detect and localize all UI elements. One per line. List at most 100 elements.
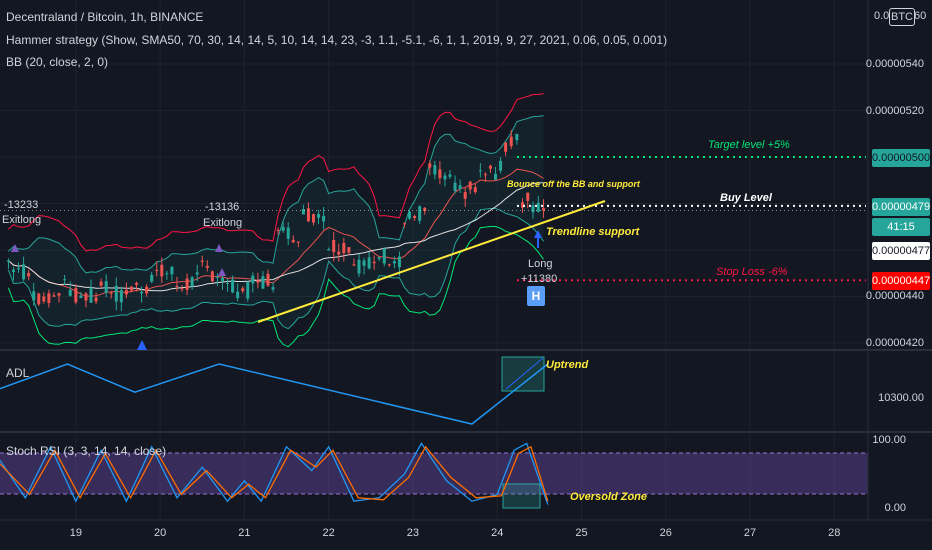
candle-body: [119, 290, 123, 303]
candle-body: [124, 290, 128, 295]
candle-body: [281, 226, 285, 231]
candle-body: [94, 297, 98, 302]
candle-body: [185, 278, 189, 290]
uptrend-label: Uptrend: [546, 359, 589, 371]
stoch-rsi-series-2: [0, 445, 549, 502]
target-level-label: Target level +5%: [708, 139, 790, 151]
candle-body: [84, 293, 88, 301]
grid: [0, 0, 868, 520]
price-label-420: 0.00000420: [865, 337, 924, 349]
candle-body: [266, 273, 270, 286]
adl-axis-label: 10300.00: [878, 392, 924, 404]
price-label-540: 0.00000540: [865, 58, 924, 70]
candle-body: [291, 239, 295, 243]
candle-body: [42, 296, 46, 302]
candle-body: [99, 281, 103, 286]
stoch-rsi-lines: [0, 442, 549, 505]
candle-body: [140, 291, 144, 294]
price-levels: [0, 156, 866, 282]
candle-body: [337, 251, 341, 255]
candle-body: [392, 261, 396, 264]
exit-arrow-3: [218, 268, 226, 276]
candle-body: [226, 282, 230, 284]
rsi-title[interactable]: Stoch RSI (3, 3, 14, 14, close): [6, 444, 167, 458]
candle-body: [89, 287, 93, 303]
currency-badge[interactable]: BTC: [889, 8, 915, 26]
candle-body: [129, 286, 133, 291]
oversold-box: [502, 483, 541, 509]
candle-body: [458, 185, 462, 189]
candle-body: [11, 269, 15, 273]
candle-body: [327, 249, 331, 251]
candle-body: [57, 293, 61, 296]
uptrend-arrow: [505, 357, 544, 390]
candle-body: [175, 285, 179, 287]
candle-body: [311, 214, 315, 223]
candle-body: [367, 257, 371, 269]
candle-body: [6, 260, 10, 262]
candle-body: [418, 206, 422, 221]
candle-body: [301, 208, 305, 215]
candle-body: [526, 192, 530, 201]
candle-body: [246, 281, 250, 299]
symbol-title: Decentraland / Bitcoin, 1h, BINANCE: [6, 10, 204, 24]
adl-title[interactable]: ADL: [6, 366, 30, 380]
candle-body: [231, 279, 235, 293]
stop-price-badge: 0.00000447: [872, 272, 930, 290]
candle-body: [22, 264, 26, 280]
exit-arrow-1: [11, 244, 19, 252]
candle-body: [317, 213, 321, 218]
candle-body: [443, 175, 447, 180]
candle-body: [155, 269, 159, 271]
candle-body: [483, 174, 487, 176]
candle-body: [52, 295, 56, 297]
upper-envelope: [8, 93, 544, 252]
bollinger-bands: [7, 93, 545, 348]
candle-body: [448, 174, 452, 177]
candle-body: [342, 243, 346, 254]
rsi-axis-top: 100.00: [872, 434, 906, 446]
hammer-marker[interactable]: [527, 286, 545, 306]
candle-body: [215, 276, 219, 278]
candle-body: [114, 285, 118, 302]
trendline-arrow-head: [534, 230, 542, 238]
candle-body: [531, 205, 535, 213]
stoch-rsi-series-1: [0, 442, 549, 505]
candle-body: [478, 170, 482, 172]
countdown-badge: 41:15: [872, 218, 930, 236]
candle-body: [17, 268, 21, 270]
time-label: 27: [743, 527, 757, 539]
trendline[interactable]: [257, 200, 606, 323]
candle-body: [413, 215, 417, 218]
candle-body: [397, 256, 401, 268]
lower-envelope: [7, 226, 545, 348]
signal-markers: [11, 230, 545, 350]
candle-body: [74, 288, 78, 303]
candle-body: [536, 202, 540, 212]
signal1-label: Exitlong: [2, 214, 42, 226]
bb-legend[interactable]: BB (20, close, 2, 0): [6, 55, 109, 69]
candle-body: [382, 248, 386, 264]
candle-body: [47, 293, 51, 303]
candle-body: [109, 292, 113, 294]
candle-body: [306, 208, 310, 222]
trendline-support-label: Trendline support: [546, 226, 640, 238]
candle-body: [256, 280, 260, 283]
time-label: 24: [491, 527, 504, 539]
buy-price-badge: 0.00000479: [872, 198, 930, 216]
candle-body: [332, 239, 336, 253]
candle-body: [220, 278, 224, 282]
top-price-suffix: 60: [914, 10, 927, 22]
candle-body: [241, 288, 245, 292]
time-label: 28: [828, 527, 841, 539]
candle-body: [145, 286, 149, 294]
sma-line: [8, 182, 544, 292]
candle-body: [520, 202, 524, 208]
bounce-label: Bounce off the BB and support: [507, 179, 640, 189]
candle-body: [504, 142, 508, 152]
candle-body: [63, 279, 67, 281]
hammer-marker-text: H: [531, 289, 541, 303]
strategy-legend[interactable]: Hammer strategy (Show, SMA50, 70, 30, 14…: [6, 33, 668, 47]
